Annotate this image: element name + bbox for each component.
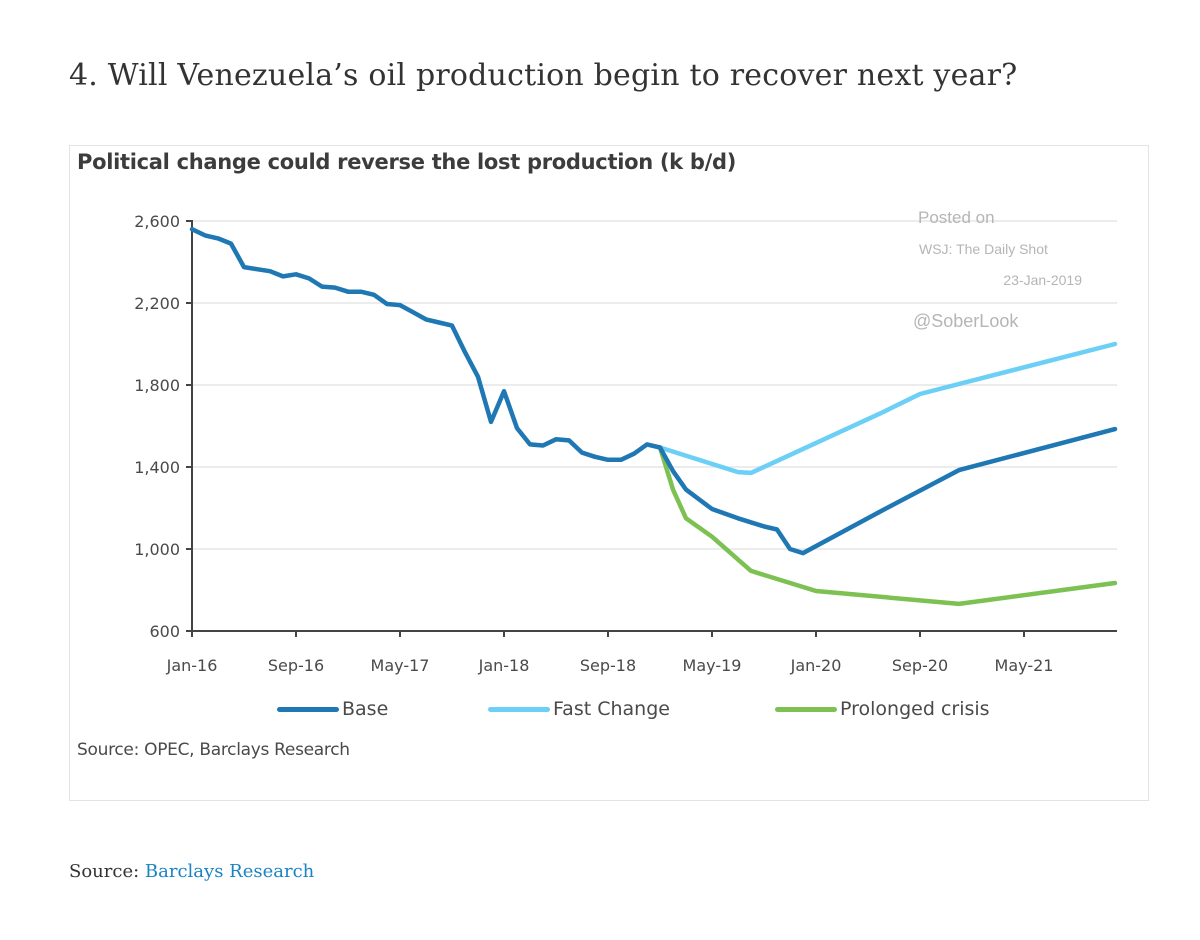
watermark-handle: @SoberLook bbox=[913, 311, 1019, 331]
chart-plot: 600 1,000 1,400 1,800 2,200 2,600 Jan-16 Sep-16… bbox=[134, 208, 1118, 675]
legend-item-fast-change: Fast Change bbox=[488, 698, 670, 720]
legend-swatch-fast-change bbox=[488, 706, 550, 712]
y-tick-label: 600 bbox=[149, 622, 180, 641]
y-tick-label: 1,400 bbox=[134, 458, 180, 477]
x-tick-label: Sep-18 bbox=[580, 656, 636, 675]
axes bbox=[186, 220, 1117, 637]
source-prefix: Source: bbox=[69, 861, 140, 882]
y-tick-label: 1,000 bbox=[134, 540, 180, 559]
x-tick-label: Jan-16 bbox=[166, 656, 218, 675]
page-source: Source: Barclays Research bbox=[69, 861, 314, 882]
y-tick-label: 2,200 bbox=[134, 294, 180, 313]
chart-legend: Base Fast Change Prolonged crisis bbox=[70, 698, 1148, 724]
watermark-posted-on: Posted on bbox=[918, 208, 995, 227]
tick-labels: 600 1,000 1,400 1,800 2,200 2,600 Jan-16 Sep-16… bbox=[134, 212, 1053, 675]
y-tick-label: 1,800 bbox=[134, 376, 180, 395]
legend-item-prolonged-crisis: Prolonged crisis bbox=[775, 698, 990, 720]
series-line-prolonged-crisis bbox=[657, 445, 1118, 607]
y-tick-label: 2,600 bbox=[134, 212, 180, 231]
legend-label-base: Base bbox=[342, 698, 389, 720]
watermark-date: 23-Jan-2019 bbox=[1003, 272, 1082, 288]
source-link[interactable]: Barclays Research bbox=[144, 861, 315, 882]
series-lines bbox=[189, 226, 1118, 607]
x-tick-label: May-17 bbox=[371, 656, 430, 675]
series-line-base bbox=[189, 226, 1118, 556]
x-tick-label: Jan-20 bbox=[790, 656, 842, 675]
legend-item-base: Base bbox=[277, 698, 388, 720]
chart-title: Political change could reverse the lost … bbox=[77, 150, 736, 174]
legend-swatch-base bbox=[277, 706, 339, 712]
legend-label-fast-change: Fast Change bbox=[553, 698, 670, 720]
legend-label-prolonged-crisis: Prolonged crisis bbox=[840, 698, 990, 720]
x-tick-label: Jan-18 bbox=[478, 656, 530, 675]
watermark-source: WSJ: The Daily Shot bbox=[919, 241, 1048, 257]
chart-source: Source: OPEC, Barclays Research bbox=[77, 740, 350, 760]
legend-swatch-prolonged-crisis bbox=[775, 706, 837, 712]
x-tick-label: Sep-20 bbox=[892, 656, 948, 675]
watermark: Posted on WSJ: The Daily Shot 23-Jan-201… bbox=[913, 208, 1082, 331]
gridlines bbox=[192, 220, 1117, 550]
series-line-fast-change bbox=[657, 341, 1118, 476]
x-tick-label: May-21 bbox=[995, 656, 1054, 675]
x-tick-label: Sep-16 bbox=[268, 656, 324, 675]
chart-figure: Political change could reverse the lost … bbox=[69, 145, 1149, 801]
page-heading: 4. Will Venezuela’s oil production begin… bbox=[69, 58, 1018, 93]
x-tick-label: May-19 bbox=[683, 656, 742, 675]
